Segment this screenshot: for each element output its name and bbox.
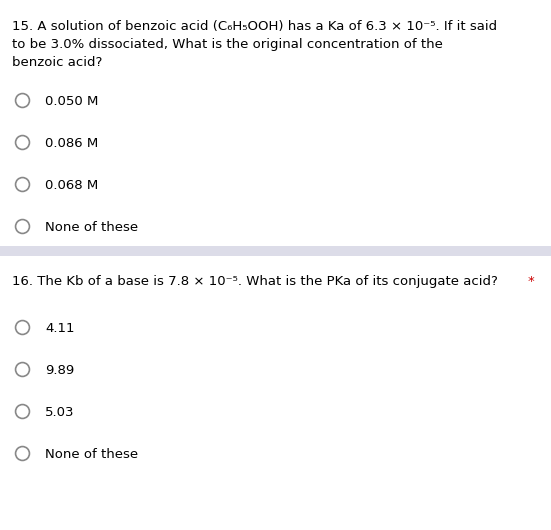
Text: 16. The Kb of a base is 7.8 × 10⁻⁵. What is the PKa of its conjugate acid?: 16. The Kb of a base is 7.8 × 10⁻⁵. What… xyxy=(12,275,498,288)
Text: None of these: None of these xyxy=(45,448,138,461)
FancyBboxPatch shape xyxy=(0,246,551,256)
Text: 0.086 M: 0.086 M xyxy=(45,137,98,150)
Text: 15. A solution of benzoic acid (C₆H₅OOH) has a Ka of 6.3 × 10⁻⁵. If it said: 15. A solution of benzoic acid (C₆H₅OOH)… xyxy=(12,20,497,33)
Text: 0.050 M: 0.050 M xyxy=(45,95,99,108)
Text: benzoic acid?: benzoic acid? xyxy=(12,56,102,69)
Text: 0.068 M: 0.068 M xyxy=(45,179,98,192)
Text: to be 3.0% dissociated, What is the original concentration of the: to be 3.0% dissociated, What is the orig… xyxy=(12,38,443,51)
Text: 5.03: 5.03 xyxy=(45,406,74,419)
Text: 4.11: 4.11 xyxy=(45,322,74,335)
Text: *: * xyxy=(528,275,535,288)
Text: None of these: None of these xyxy=(45,221,138,234)
Text: 9.89: 9.89 xyxy=(45,364,74,377)
